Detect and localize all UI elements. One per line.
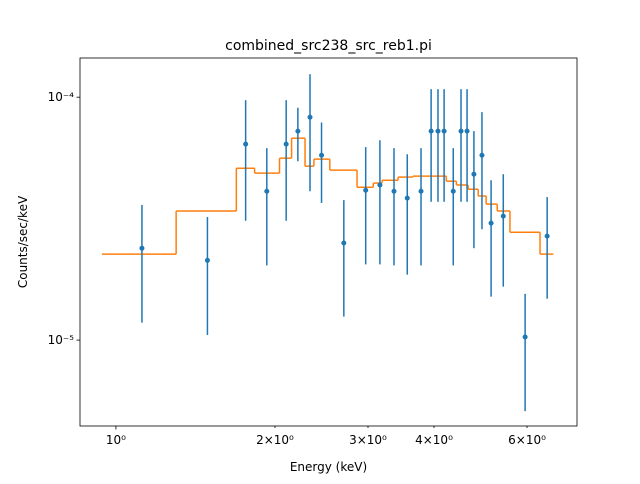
data-point [139, 245, 145, 251]
data-point [418, 188, 424, 194]
data-point [319, 152, 325, 158]
chart-title: combined_src238_src_reb1.pi [225, 38, 432, 54]
data-point [435, 128, 441, 134]
data-point [522, 334, 528, 340]
data-point [428, 128, 434, 134]
data-point [295, 128, 301, 134]
data-point [391, 188, 397, 194]
data-point [307, 114, 313, 120]
y-axis-label: Counts/sec/keV [16, 195, 30, 288]
x-tick-label: 2×10⁰ [256, 433, 294, 447]
data-point [341, 240, 347, 246]
data-point [404, 195, 410, 201]
data-point [283, 141, 289, 147]
x-tick-label: 6×10⁰ [508, 433, 546, 447]
data-point [264, 188, 270, 194]
y-tick-label: 10⁻⁵ [48, 333, 75, 347]
data-point [488, 220, 494, 226]
data-point [441, 128, 447, 134]
plot-frame [79, 57, 578, 427]
x-axis-label: Energy (keV) [290, 460, 367, 474]
x-tick-label: 10⁰ [106, 433, 126, 447]
data-point [471, 171, 477, 177]
y-tick-label: 10⁻⁴ [48, 90, 75, 104]
data-point [363, 187, 369, 193]
data-point [544, 233, 550, 239]
x-tick-label: 4×10⁰ [415, 433, 453, 447]
data-point [377, 182, 383, 188]
data-point [458, 128, 464, 134]
data-point [464, 128, 470, 134]
data-point [204, 257, 210, 263]
data-point [243, 141, 249, 147]
x-tick-label: 3×10⁰ [349, 433, 387, 447]
data-point [450, 188, 456, 194]
data-point [479, 152, 485, 158]
data-point [500, 213, 506, 219]
